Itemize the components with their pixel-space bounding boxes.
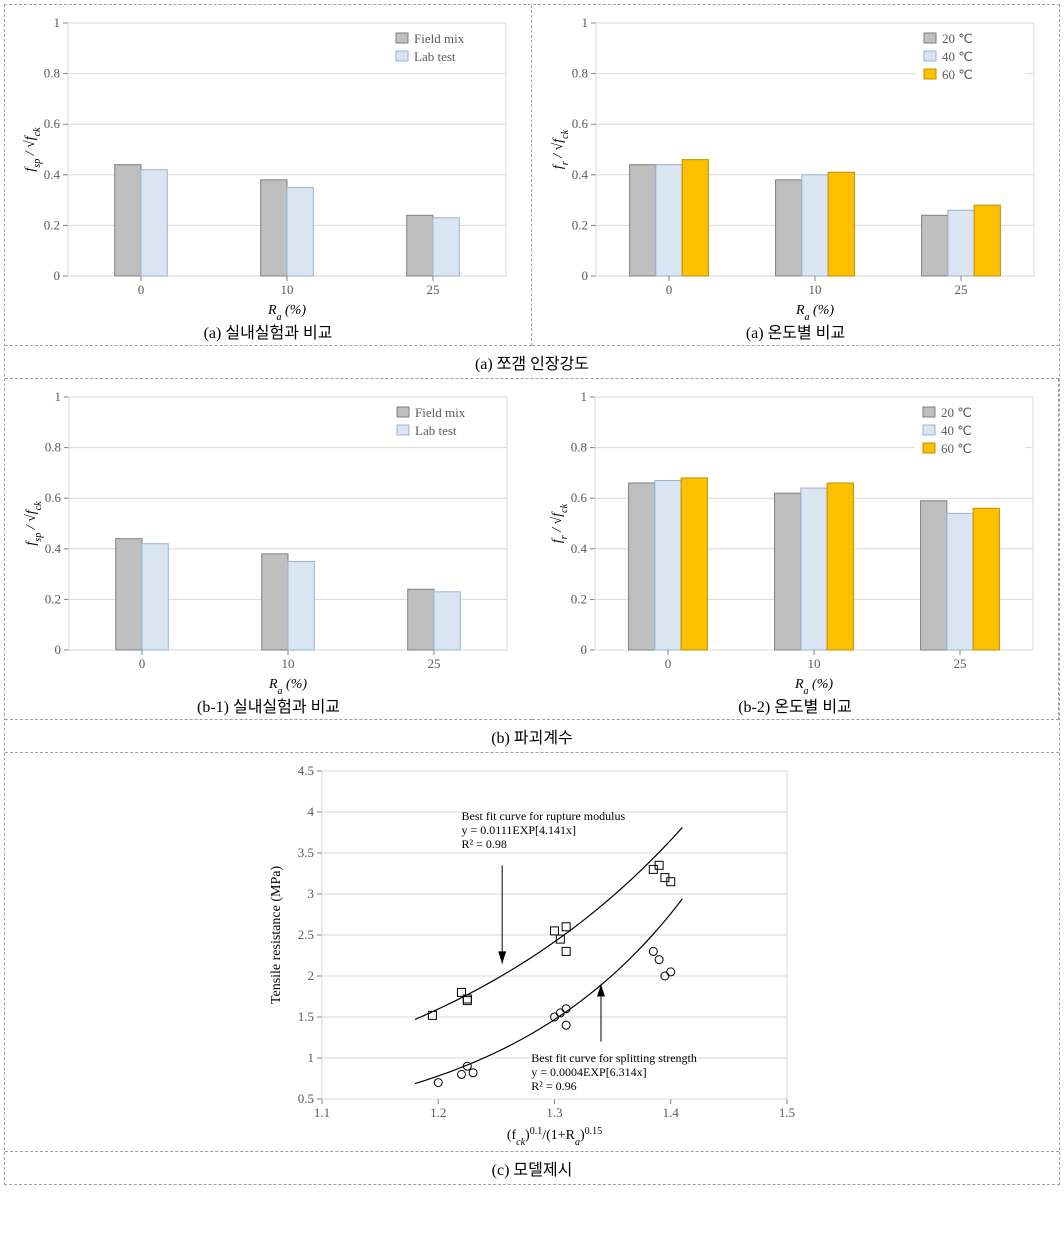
- svg-text:1: 1: [581, 389, 588, 404]
- svg-text:0.8: 0.8: [44, 66, 60, 81]
- svg-text:0: 0: [665, 282, 672, 297]
- svg-text:20 ℃: 20 ℃: [941, 405, 972, 420]
- svg-text:1.5: 1.5: [779, 1105, 795, 1120]
- svg-text:1.4: 1.4: [663, 1105, 680, 1120]
- section-b-title: (b) 파괴계수: [5, 720, 1059, 753]
- svg-text:0.2: 0.2: [44, 217, 60, 232]
- svg-text:1.3: 1.3: [546, 1105, 562, 1120]
- svg-text:R² = 0.98: R² = 0.98: [462, 837, 507, 851]
- svg-text:0.6: 0.6: [571, 116, 588, 131]
- svg-text:2.5: 2.5: [298, 927, 314, 942]
- svg-text:y = 0.0004EXP[6.314x]: y = 0.0004EXP[6.314x]: [531, 1065, 646, 1079]
- svg-text:0: 0: [54, 642, 61, 657]
- svg-text:Best fit curve for rupture mod: Best fit curve for rupture modulus: [462, 809, 626, 823]
- svg-text:10: 10: [808, 282, 821, 297]
- panel-b2: 00.20.40.60.8101025Ra (%)fr / √fck20 ℃40…: [532, 379, 1059, 720]
- svg-text:3.5: 3.5: [298, 845, 314, 860]
- svg-text:0.2: 0.2: [571, 217, 587, 232]
- svg-text:0.4: 0.4: [571, 541, 588, 556]
- panel-c: 0.5 1 1.5 2 2.5 3 3.5 4 4.5 1.1 1.2 1.3 1.4 1.5 (fck)0…: [5, 753, 1059, 1152]
- subcap-c: (c) 모델제시: [5, 1152, 1059, 1184]
- subcap-a1: (a) 실내실험과 비교: [13, 319, 523, 343]
- chart-c: 0.5 1 1.5 2 2.5 3 3.5 4 4.5 1.1 1.2 1.3 1.4 1.5 (fck)0…: [262, 759, 802, 1149]
- svg-text:Field mix: Field mix: [414, 31, 465, 46]
- svg-text:0: 0: [54, 268, 61, 283]
- svg-text:0: 0: [581, 268, 588, 283]
- svg-text:20 ℃: 20 ℃: [942, 31, 973, 46]
- svg-text:60 ℃: 60 ℃: [941, 441, 972, 456]
- svg-text:Best fit curve for splitting s: Best fit curve for splitting strength: [531, 1051, 697, 1065]
- svg-text:0.8: 0.8: [571, 66, 587, 81]
- svg-text:0: 0: [581, 642, 588, 657]
- svg-text:0.4: 0.4: [571, 167, 588, 182]
- svg-text:fsp / √fck: fsp / √fck: [24, 501, 44, 546]
- svg-text:fr / √fck: fr / √fck: [550, 503, 570, 543]
- svg-text:0.4: 0.4: [44, 541, 61, 556]
- subcap-b1: (b-1) 실내실험과 비교: [13, 693, 524, 717]
- svg-text:4.5: 4.5: [298, 763, 314, 778]
- svg-text:fr / √fck: fr / √fck: [551, 129, 571, 169]
- section-a-title: (a) 쪼갬 인장강도: [5, 346, 1059, 379]
- svg-text:10: 10: [808, 656, 821, 671]
- svg-text:fsp / √fck: fsp / √fck: [23, 127, 43, 172]
- svg-text:0: 0: [138, 656, 145, 671]
- svg-text:2: 2: [308, 968, 315, 983]
- svg-text:0.6: 0.6: [44, 490, 61, 505]
- svg-text:4: 4: [308, 804, 315, 819]
- svg-text:1.5: 1.5: [298, 1009, 314, 1024]
- chart-a1: 00.20.40.60.8101025Ra (%)fsp / √fckField…: [18, 11, 518, 321]
- svg-text:0.2: 0.2: [571, 591, 587, 606]
- panel-a1: 00.20.40.60.8101025Ra (%)fsp / √fckField…: [5, 5, 532, 346]
- svg-text:0.8: 0.8: [44, 440, 60, 455]
- panel-b1: 00.20.40.60.8101025Ra (%)fsp / √fckField…: [5, 379, 532, 720]
- panel-a2: 00.20.40.60.8101025Ra (%)fr / √fck20 ℃40…: [532, 5, 1059, 346]
- chart-b1: 00.20.40.60.8101025Ra (%)fsp / √fckField…: [19, 385, 519, 695]
- svg-text:0: 0: [665, 656, 672, 671]
- svg-text:0.4: 0.4: [44, 167, 61, 182]
- svg-text:Tensile resistance (MPa): Tensile resistance (MPa): [269, 866, 284, 1005]
- svg-text:Lab test: Lab test: [414, 49, 456, 64]
- svg-text:1: 1: [581, 15, 588, 30]
- chart-b2: 00.20.40.60.8101025Ra (%)fr / √fck20 ℃40…: [545, 385, 1045, 695]
- svg-text:1: 1: [54, 15, 61, 30]
- svg-text:0.2: 0.2: [44, 591, 60, 606]
- svg-text:0.5: 0.5: [298, 1091, 314, 1106]
- svg-text:25: 25: [954, 282, 967, 297]
- svg-text:25: 25: [427, 656, 440, 671]
- svg-text:R² = 0.96: R² = 0.96: [531, 1079, 576, 1093]
- svg-text:0.8: 0.8: [571, 440, 587, 455]
- subcap-a2: (a) 온도별 비교: [540, 319, 1051, 343]
- svg-text:60 ℃: 60 ℃: [942, 67, 973, 82]
- svg-text:40 ℃: 40 ℃: [942, 49, 973, 64]
- svg-text:(fck)0.1/(1+Ra)0.15: (fck)0.1/(1+Ra)0.15: [507, 1126, 602, 1148]
- svg-text:y = 0.0111EXP[4.141x]: y = 0.0111EXP[4.141x]: [462, 823, 577, 837]
- figure-grid: 00.20.40.60.8101025Ra (%)fsp / √fckField…: [4, 4, 1060, 1185]
- svg-text:1.1: 1.1: [314, 1105, 330, 1120]
- svg-text:25: 25: [427, 282, 440, 297]
- svg-text:10: 10: [281, 282, 294, 297]
- svg-text:Lab test: Lab test: [415, 423, 457, 438]
- svg-text:Field mix: Field mix: [415, 405, 466, 420]
- chart-a2: 00.20.40.60.8101025Ra (%)fr / √fck20 ℃40…: [546, 11, 1046, 321]
- subcap-b2: (b-2) 온도별 비교: [540, 693, 1050, 717]
- svg-text:0: 0: [138, 282, 145, 297]
- svg-text:25: 25: [954, 656, 967, 671]
- svg-text:1: 1: [308, 1050, 315, 1065]
- svg-text:0.6: 0.6: [571, 490, 588, 505]
- svg-text:10: 10: [281, 656, 294, 671]
- svg-text:1.2: 1.2: [430, 1105, 446, 1120]
- svg-text:3: 3: [308, 886, 315, 901]
- svg-text:0.6: 0.6: [44, 116, 61, 131]
- svg-text:40 ℃: 40 ℃: [941, 423, 972, 438]
- svg-text:1: 1: [54, 389, 61, 404]
